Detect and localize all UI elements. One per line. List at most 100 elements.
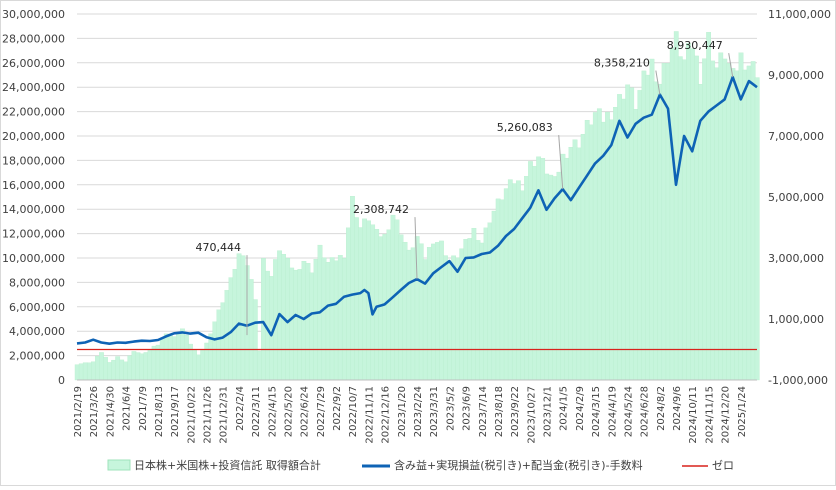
area-bar [256, 350, 262, 381]
x-tick-label: 2023/5/2 [445, 386, 456, 431]
area-bar [248, 279, 254, 381]
annotation-leader [414, 217, 418, 280]
x-tick-label: 2022/9/2 [332, 386, 343, 431]
area-bar [653, 81, 659, 381]
annotation-leader [655, 70, 661, 95]
x-tick-label: 2024/1/5 [559, 386, 570, 431]
area-bar [163, 333, 169, 381]
area-bar [155, 344, 161, 381]
area-bar [572, 139, 578, 381]
area-bar [184, 334, 189, 381]
area-bar [240, 255, 246, 381]
x-tick-label: 2024/2/9 [575, 386, 586, 431]
area-bar [159, 337, 165, 381]
area-bar [406, 249, 412, 381]
x-tick-label: 2021/11/26 [203, 386, 214, 444]
annotation-label: 8,930,447 [667, 39, 723, 52]
right-tick-label: -1,000,000 [768, 374, 828, 387]
x-tick-label: 2024/12/20 [721, 386, 732, 444]
area-bar [341, 257, 347, 381]
area-bar [143, 352, 149, 381]
x-tick-label: 2023/3/31 [429, 386, 440, 437]
area-bar [625, 84, 631, 381]
area-bar [196, 354, 202, 381]
area-bar [418, 243, 424, 381]
annotation-label: 5,260,083 [497, 121, 553, 134]
x-tick-label: 2022/4/15 [267, 386, 278, 437]
area-bar [337, 255, 343, 381]
legend: 日本株+米国株+投資信託 取得額合計 含み益+実現損益(税引き)+配当金(税引き)… [107, 458, 734, 472]
x-tick-label: 2023/10/27 [526, 386, 537, 444]
x-tick-label: 2023/7/14 [478, 386, 489, 437]
x-tick-label: 2024/3/15 [591, 386, 602, 437]
area-bar [171, 336, 177, 381]
area-bar [601, 121, 606, 381]
area-bar [491, 210, 497, 381]
x-tick-label: 2023/1/20 [397, 386, 408, 437]
area-bar [99, 352, 104, 381]
area-bar [86, 362, 92, 381]
x-tick-label: 2023/2/24 [413, 386, 424, 437]
area-bar [426, 247, 432, 381]
area-bar [115, 356, 121, 381]
area-bar [301, 261, 307, 381]
area-bar [325, 262, 331, 381]
area-bar [74, 364, 80, 381]
area-bar [111, 359, 117, 381]
area-bar [362, 218, 367, 381]
area-bar [293, 269, 299, 381]
area-bar [503, 188, 509, 381]
area-bar [386, 229, 392, 381]
area-bar [734, 70, 740, 381]
left-tick-label: 28,000,000 [2, 32, 65, 45]
area-bar [410, 247, 416, 381]
area-bar [714, 67, 720, 381]
x-tick-label: 2023/8/18 [494, 386, 505, 437]
area-bar [738, 52, 744, 381]
right-tick-label: 9,000,000 [768, 69, 824, 82]
area-bar [677, 56, 683, 381]
area-bar [475, 240, 481, 381]
x-tick-label: 2021/9/17 [170, 386, 181, 437]
area-bar [82, 362, 88, 381]
area-bar [382, 234, 388, 381]
area-bar [487, 222, 493, 381]
area-series-layer [74, 31, 760, 381]
area-bar [354, 217, 359, 381]
area-bar [645, 74, 651, 381]
legend-swatch-area [107, 459, 131, 471]
x-tick-label: 2021/4/30 [105, 386, 116, 437]
area-bar [483, 227, 489, 381]
area-bar [321, 257, 327, 381]
left-tick-label: 0 [58, 374, 65, 387]
x-tick-label: 2022/5/20 [283, 386, 294, 437]
x-tick-label: 2022/12/16 [381, 386, 392, 444]
left-tick-label: 14,000,000 [2, 203, 65, 216]
area-bar [588, 124, 594, 381]
x-tick-label: 2024/10/11 [688, 386, 699, 444]
left-tick-label: 26,000,000 [2, 57, 65, 70]
left-tick-label: 10,000,000 [2, 252, 65, 265]
x-tick-label: 2021/7/9 [138, 386, 149, 431]
right-tick-label: 3,000,000 [768, 252, 824, 265]
area-bar [471, 227, 477, 381]
area-bar [147, 349, 153, 381]
left-tick-label: 6,000,000 [9, 301, 65, 314]
area-bar [499, 199, 505, 381]
x-tick-label: 2021/12/31 [219, 386, 230, 444]
area-bar [613, 106, 618, 381]
area-bar [706, 32, 712, 381]
area-bar [402, 241, 408, 381]
area-bar [135, 352, 141, 381]
annotation-label: 2,308,742 [353, 203, 409, 216]
x-tick-label: 2024/11/15 [704, 386, 715, 444]
area-bar [289, 267, 295, 381]
area-bar [139, 353, 145, 381]
area-bar [297, 269, 303, 381]
area-bar [726, 63, 732, 381]
x-tick-label: 2021/3/26 [89, 386, 100, 437]
area-bar [451, 255, 457, 381]
annotation-leader [558, 135, 564, 190]
left-tick-label: 18,000,000 [2, 154, 65, 167]
